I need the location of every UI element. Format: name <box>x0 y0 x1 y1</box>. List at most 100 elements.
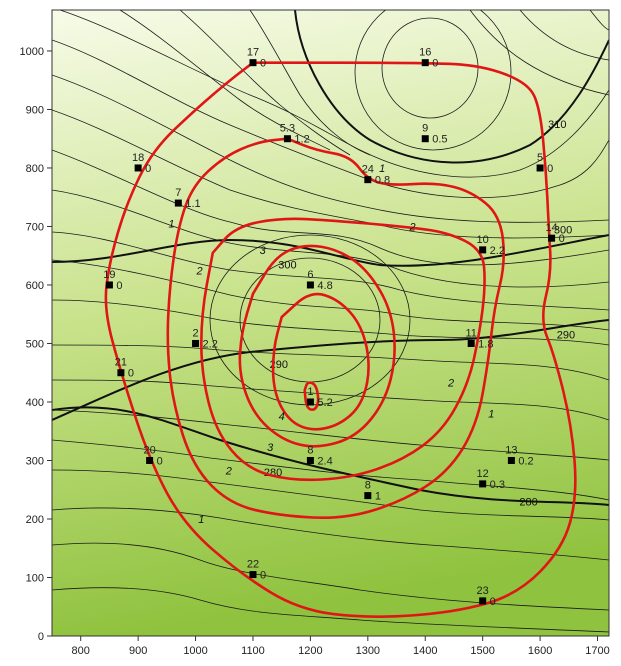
point-value: 1 <box>375 491 381 503</box>
point-id: 13 <box>505 444 517 456</box>
isoline-310 <box>294 10 609 164</box>
y-tick-label: 600 <box>26 280 44 292</box>
point-marker <box>467 339 475 347</box>
point-value: 2.2 <box>203 338 218 350</box>
point-marker <box>364 176 372 184</box>
data-point: 81 <box>364 480 381 503</box>
isoline <box>589 10 609 31</box>
isoline <box>52 587 609 633</box>
y-tick-label: 700 <box>26 221 44 233</box>
red-contour-1 <box>166 137 506 520</box>
point-marker <box>306 398 314 406</box>
data-point: 90.5 <box>421 123 448 146</box>
point-value: 2.2 <box>490 245 505 257</box>
point-id: 14 <box>545 222 557 234</box>
y-tick-label: 900 <box>26 104 44 116</box>
point-id: 8 <box>307 444 313 456</box>
point-value: 0 <box>559 233 565 245</box>
isoline <box>52 379 609 421</box>
red-contour-label: 3 <box>267 442 274 454</box>
x-tick-label: 900 <box>129 645 147 657</box>
x-tick-label: 1700 <box>585 645 609 657</box>
red-contour-4 <box>271 292 370 431</box>
point-id: 16 <box>419 47 431 59</box>
x-tick-label: 1200 <box>298 645 322 657</box>
red-contour-label: 1 <box>168 219 174 231</box>
x-tick-label: 1400 <box>413 645 437 657</box>
point-marker <box>249 59 257 67</box>
red-contour-label: 1 <box>379 163 385 175</box>
y-tick-label: 800 <box>26 163 44 175</box>
data-point: 5.31.2 <box>280 123 310 146</box>
point-value: 1.8 <box>478 338 493 350</box>
data-point: 240.8 <box>362 164 390 187</box>
point-id: 18 <box>132 152 144 164</box>
black-contour-label: 300 <box>278 259 296 271</box>
point-marker <box>117 369 125 377</box>
data-point: 220 <box>247 559 266 582</box>
y-tick-label: 100 <box>26 572 44 584</box>
black-contour-label: 300 <box>554 224 572 236</box>
data-points: 17016090.55.31.2240.81805071.1140102.219… <box>103 47 564 608</box>
point-value: 0 <box>260 570 266 582</box>
point-value: 0 <box>116 280 122 292</box>
data-point: 111.8 <box>465 327 493 350</box>
data-point: 50 <box>536 152 553 175</box>
isoline <box>59 10 609 178</box>
point-marker <box>283 135 291 143</box>
point-value: 5.2 <box>317 397 332 409</box>
isoline <box>469 10 609 96</box>
red-contour-0 <box>104 61 577 618</box>
data-point: 160 <box>419 47 438 70</box>
x-tick-label: 1500 <box>470 645 494 657</box>
point-id: 23 <box>477 585 489 597</box>
data-point: 210 <box>115 357 134 380</box>
point-marker <box>192 339 200 347</box>
point-marker <box>105 281 113 289</box>
x-tick-label: 1100 <box>241 645 265 657</box>
point-value: 0 <box>128 368 134 380</box>
data-point: 15.2 <box>306 386 333 409</box>
red-contour-3 <box>238 244 396 448</box>
point-id: 9 <box>422 123 428 135</box>
point-marker <box>134 164 142 172</box>
point-id: 17 <box>247 47 259 59</box>
x-tick-label: 1000 <box>183 645 207 657</box>
y-tick-label: 200 <box>26 514 44 526</box>
y-tick-label: 300 <box>26 455 44 467</box>
isoline <box>52 259 609 331</box>
red-contour-label: 2 <box>447 378 454 390</box>
black-contour-label: 290 <box>557 330 575 342</box>
y-tick-label: 500 <box>26 338 44 350</box>
point-value: 0.3 <box>490 479 505 491</box>
isoline <box>52 469 609 521</box>
red-contour-5 <box>303 381 320 411</box>
red-contour-label: 2 <box>225 465 232 477</box>
point-value: 0 <box>432 58 438 70</box>
isoline <box>52 149 609 266</box>
data-point: 200 <box>143 444 162 467</box>
point-id: 5.3 <box>280 123 295 135</box>
point-id: 8 <box>365 480 371 492</box>
data-point: 190 <box>103 269 122 292</box>
point-value: 4.8 <box>317 280 332 292</box>
point-value: 0.8 <box>375 175 390 187</box>
red-contour-label: 1 <box>488 409 494 421</box>
isoline <box>52 189 609 288</box>
point-marker <box>479 480 487 488</box>
point-value: 0 <box>145 163 151 175</box>
data-point: 120.3 <box>477 468 505 491</box>
isoline <box>52 439 609 501</box>
point-marker <box>479 597 487 605</box>
point-id: 1 <box>307 386 313 398</box>
point-id: 5 <box>537 152 543 164</box>
point-id: 10 <box>477 234 489 246</box>
red-contour-label: 4 <box>279 411 285 423</box>
isoline <box>519 10 609 61</box>
point-marker <box>306 281 314 289</box>
point-value: 0 <box>260 58 266 70</box>
plot-background <box>52 10 609 636</box>
point-id: 24 <box>362 164 374 176</box>
